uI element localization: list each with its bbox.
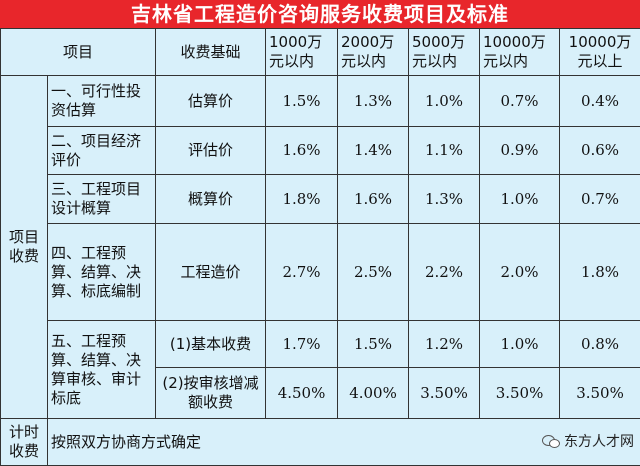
- rate-cell: 0.6%: [560, 127, 640, 175]
- rate-cell: 1.6%: [266, 127, 338, 175]
- header-col1: 1000万元以内: [266, 29, 338, 76]
- rate-cell: 1.5%: [266, 76, 338, 127]
- table-row: 三、工程项目设计概算 概算价 1.8% 1.6% 1.3% 1.0% 0.7%: [1, 175, 640, 224]
- rate-cell: 3.50%: [480, 368, 560, 419]
- watermark-text: 东方人才网: [564, 431, 634, 451]
- header-col3: 5000万元以内: [409, 29, 480, 76]
- row-basis: 概算价: [156, 175, 266, 224]
- rate-cell: 1.5%: [338, 321, 409, 368]
- rate-cell: 1.0%: [480, 321, 560, 368]
- fee-table: 项目 收费基础 1000万元以内 2000万元以内 5000万元以内 10000…: [0, 28, 640, 466]
- row-item: 四、工程预算、结算、决算、标底编制: [48, 224, 156, 321]
- header-row: 项目 收费基础 1000万元以内 2000万元以内 5000万元以内 10000…: [1, 29, 640, 76]
- rate-cell: 1.8%: [560, 224, 640, 321]
- group-label-project-fee: 项目收费: [1, 76, 48, 419]
- wechat-icon: [542, 434, 560, 448]
- row-basis: 工程造价: [156, 224, 266, 321]
- table-row: 项目收费 一、可行性投资估算 估算价 1.5% 1.3% 1.0% 0.7% 0…: [1, 76, 640, 127]
- rate-cell: 4.50%: [266, 368, 338, 419]
- table-row: 二、项目经济评价 评估价 1.6% 1.4% 1.1% 0.9% 0.6%: [1, 127, 640, 175]
- rate-cell: 0.8%: [560, 321, 640, 368]
- row-basis: 评估价: [156, 127, 266, 175]
- header-col5: 10000万元以上: [560, 29, 640, 76]
- rate-cell: 1.3%: [409, 175, 480, 224]
- rate-cell: 3.50%: [560, 368, 640, 419]
- rate-cell: 1.0%: [409, 76, 480, 127]
- row-basis: (1)基本收费: [156, 321, 266, 368]
- rate-cell: 2.0%: [480, 224, 560, 321]
- rate-cell: 3.50%: [409, 368, 480, 419]
- table-title: 吉林省工程造价咨询服务收费项目及标准: [0, 0, 640, 28]
- rate-cell: 1.2%: [409, 321, 480, 368]
- rate-cell: 1.6%: [338, 175, 409, 224]
- header-col4: 10000万元以内: [480, 29, 560, 76]
- header-col2: 2000万元以内: [338, 29, 409, 76]
- row-item: 二、项目经济评价: [48, 127, 156, 175]
- row-basis: 估算价: [156, 76, 266, 127]
- row-basis: (2)按审核增减额收费: [156, 368, 266, 419]
- group-label-time-fee: 计时收费: [1, 419, 48, 466]
- table-row: 五、工程预算、结算、决算审核、审计标底 (1)基本收费 1.7% 1.5% 1.…: [1, 321, 640, 368]
- rate-cell: 2.5%: [338, 224, 409, 321]
- rate-cell: 0.7%: [560, 175, 640, 224]
- rate-cell: 0.4%: [560, 76, 640, 127]
- row-item: 三、工程项目设计概算: [48, 175, 156, 224]
- rate-cell: 4.00%: [338, 368, 409, 419]
- rate-cell: 1.8%: [266, 175, 338, 224]
- rate-cell: 2.7%: [266, 224, 338, 321]
- rate-cell: 1.7%: [266, 321, 338, 368]
- rate-cell: 1.4%: [338, 127, 409, 175]
- rate-cell: 1.0%: [480, 175, 560, 224]
- rate-cell: 1.3%: [338, 76, 409, 127]
- rate-cell: 1.1%: [409, 127, 480, 175]
- watermark: 东方人才网: [542, 431, 634, 451]
- table-row: 四、工程预算、结算、决算、标底编制 工程造价 2.7% 2.5% 2.2% 2.…: [1, 224, 640, 321]
- row-item: 一、可行性投资估算: [48, 76, 156, 127]
- row-item: 五、工程预算、结算、决算审核、审计标底: [48, 321, 156, 419]
- rate-cell: 2.2%: [409, 224, 480, 321]
- rate-cell: 0.7%: [480, 76, 560, 127]
- header-item: 项目: [1, 29, 156, 76]
- header-basis: 收费基础: [156, 29, 266, 76]
- rate-cell: 0.9%: [480, 127, 560, 175]
